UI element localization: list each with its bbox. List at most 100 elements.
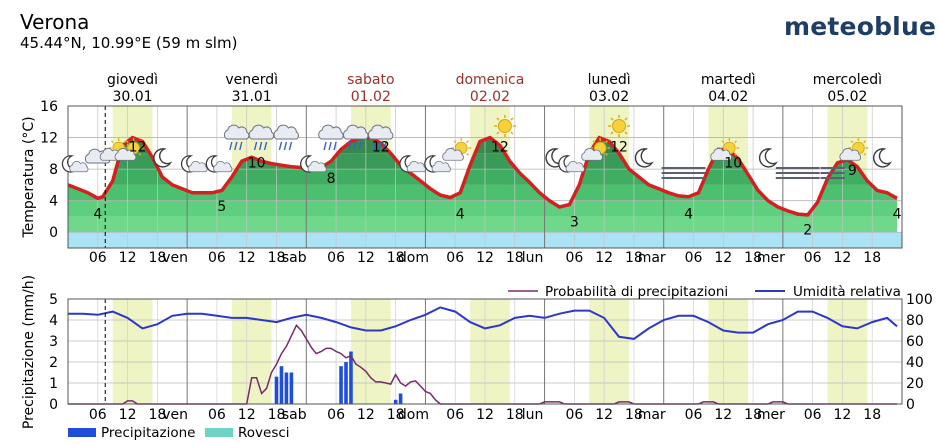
x-tick-label: lun <box>522 250 544 266</box>
x-tick-label: 12 <box>238 407 256 423</box>
legend-label: Rovesci <box>238 425 290 441</box>
day-name: sabato <box>347 72 394 88</box>
icon-part <box>213 160 233 173</box>
day-name: venerdì <box>225 72 278 88</box>
x-tick-label: 06 <box>804 407 822 423</box>
moon-cloud-icon <box>558 155 585 173</box>
legend-label: Umidità relativa <box>793 284 901 300</box>
rain-drop <box>253 141 258 151</box>
icon-part <box>153 148 172 168</box>
x-tick-label: 06 <box>685 250 703 266</box>
day-date: 31.01 <box>232 89 272 105</box>
meteoblue-logo[interactable]: meteoblue <box>784 12 937 41</box>
day-name: domenica <box>456 72 525 88</box>
x-tick-label: 18 <box>744 250 762 266</box>
x-tick-label: 18 <box>506 250 524 266</box>
x-tick-label: 12 <box>238 250 256 266</box>
y-tick-label: 16 <box>40 99 58 115</box>
rain-cloud-icon <box>223 124 250 151</box>
x-tick-label: mar <box>638 250 666 266</box>
daylight-band <box>231 299 272 404</box>
x-tick-label: mer <box>757 250 785 266</box>
day-name: martedì <box>701 72 756 88</box>
y-tick-label: 0 <box>49 397 58 413</box>
y2-tick-label: 0 <box>906 397 915 413</box>
rain-cloud-icon <box>273 124 299 151</box>
temperature-point-label: 5 <box>217 199 226 215</box>
moon-icon <box>872 148 891 168</box>
x-tick-label: 18 <box>148 407 166 423</box>
temperature-band <box>68 216 897 233</box>
rain-drop <box>278 141 283 151</box>
x-tick-label: 18 <box>387 250 405 266</box>
y2-tick-label: 100 <box>906 292 933 308</box>
legend-swatch <box>205 428 233 437</box>
temperature-point-label: 3 <box>570 215 579 231</box>
y-tick-label: 2 <box>49 355 58 371</box>
location-coordinates: 45.44°N, 10.99°E (59 m slm) <box>20 34 238 52</box>
y-tick-label: 5 <box>49 292 58 308</box>
x-tick-label: dom <box>398 407 429 423</box>
rain-drop <box>229 141 233 151</box>
x-tick-label: 06 <box>208 250 226 266</box>
x-tick-label: 12 <box>834 407 852 423</box>
rain-drop <box>353 141 357 151</box>
precipitation-bar <box>274 376 279 404</box>
temperature-point-label: 12 <box>129 140 147 156</box>
day-name: giovedì <box>107 72 158 88</box>
x-tick-label: 06 <box>446 407 464 423</box>
x-tick-label: 18 <box>863 407 881 423</box>
moon-cloud-icon <box>61 155 89 173</box>
x-tick-label: 18 <box>863 250 881 266</box>
temperature-point-label: 12 <box>491 140 509 156</box>
fog-icon <box>820 167 845 179</box>
temperature-point-label: 9 <box>848 163 857 179</box>
daylight-band <box>708 299 749 404</box>
icon-part <box>318 124 344 140</box>
x-tick-label: ven <box>162 407 188 423</box>
temperature-point-label: 4 <box>893 207 902 223</box>
temperature-point-label: 10 <box>724 155 742 171</box>
icon-part <box>634 148 653 168</box>
x-tick-label: 18 <box>268 407 286 423</box>
x-tick-label: ven <box>162 250 188 266</box>
x-tick-label: 12 <box>714 250 732 266</box>
temperature-frame <box>67 105 903 249</box>
rain-cloud-icon <box>367 124 394 151</box>
temperature-point-label: 4 <box>456 207 465 223</box>
x-tick-label: 12 <box>714 407 732 423</box>
rain-cloud-icon <box>318 124 344 151</box>
y-tick-label: 4 <box>49 194 58 210</box>
precipitation-bar <box>344 362 348 404</box>
temperature-line <box>67 135 898 217</box>
icon-part <box>758 148 777 168</box>
day-date: 05.02 <box>827 89 867 105</box>
y-tick-label: 0 <box>49 225 58 241</box>
daylight-band <box>589 299 629 404</box>
icon-part <box>565 160 585 173</box>
precipitation-frame <box>67 298 903 405</box>
temperature-point-label: 4 <box>93 207 102 223</box>
x-tick-label: 06 <box>89 250 107 266</box>
x-tick-label: mer <box>757 407 785 423</box>
legend-label: Precipitazione <box>101 425 195 441</box>
moon-icon <box>634 148 653 168</box>
x-tick-label: sab <box>282 407 307 423</box>
day-date: 02.02 <box>470 89 510 105</box>
x-tick-label: 06 <box>565 250 583 266</box>
x-tick-label: lun <box>522 407 544 423</box>
x-tick-label: mar <box>638 407 666 423</box>
rain-drop <box>333 141 337 151</box>
x-tick-label: 18 <box>268 250 286 266</box>
temperature-point-label: 8 <box>327 171 336 187</box>
precipitation-bar <box>289 372 294 404</box>
x-tick-label: 12 <box>119 250 137 266</box>
x-tick-label: 06 <box>446 250 464 266</box>
y2-tick-label: 40 <box>906 355 924 371</box>
fog-icon <box>795 167 820 179</box>
legend-swatch <box>68 428 96 437</box>
humidity-line <box>68 306 898 340</box>
x-tick-label: 06 <box>89 407 107 423</box>
y-tick-label: 3 <box>49 334 58 350</box>
x-tick-label: 12 <box>357 250 375 266</box>
